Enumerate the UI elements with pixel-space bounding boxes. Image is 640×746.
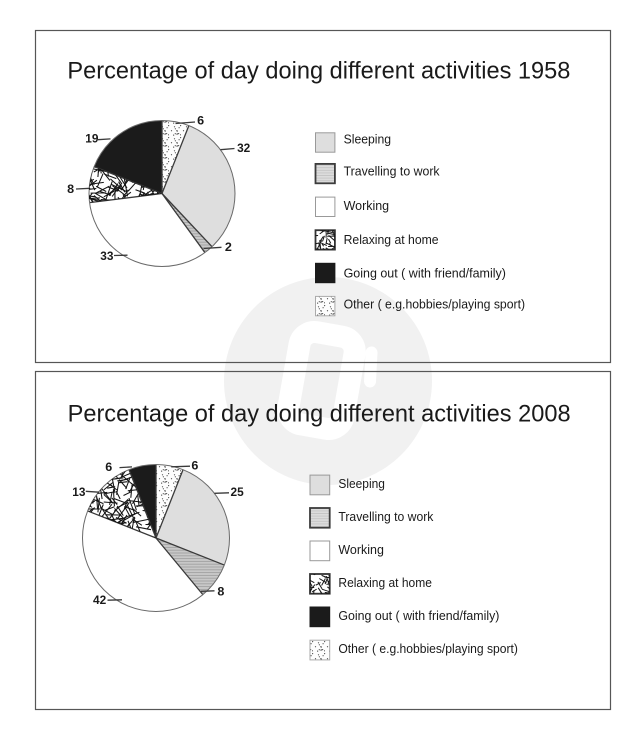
svg-text:Relaxing at home: Relaxing at home	[344, 233, 439, 247]
svg-text:6: 6	[191, 460, 199, 473]
svg-text:6: 6	[197, 115, 205, 128]
svg-text:Going out ( with friend/family: Going out ( with friend/family)	[338, 609, 499, 623]
svg-text:Relaxing at home: Relaxing at home	[338, 576, 432, 590]
svg-text:25: 25	[231, 486, 245, 499]
svg-text:8: 8	[67, 183, 75, 196]
svg-text:6: 6	[105, 461, 113, 474]
svg-text:Percentage of day doing differ: Percentage of day doing different activi…	[67, 57, 570, 84]
svg-text:19: 19	[85, 133, 99, 146]
svg-text:2: 2	[225, 241, 233, 254]
svg-text:Other ( e.g.hobbies/playing sp: Other ( e.g.hobbies/playing sport)	[338, 642, 518, 656]
svg-text:32: 32	[237, 142, 251, 155]
svg-text:Travelling to work: Travelling to work	[338, 510, 434, 524]
svg-text:Sleeping: Sleeping	[344, 133, 392, 147]
svg-text:42: 42	[93, 594, 107, 607]
svg-text:Sleeping: Sleeping	[338, 477, 385, 491]
svg-text:8: 8	[217, 586, 225, 599]
svg-text:Travelling to work: Travelling to work	[344, 165, 441, 179]
svg-text:Going out ( with friend/family: Going out ( with friend/family)	[344, 266, 506, 280]
svg-text:Other ( e.g.hobbies/playing sp: Other ( e.g.hobbies/playing sport)	[344, 297, 525, 311]
svg-text:Working: Working	[338, 543, 384, 557]
svg-text:Percentage of day doing differ: Percentage of day doing different activi…	[68, 401, 571, 428]
svg-text:Working: Working	[344, 199, 390, 213]
svg-text:13: 13	[72, 486, 86, 499]
svg-text:33: 33	[100, 250, 114, 263]
